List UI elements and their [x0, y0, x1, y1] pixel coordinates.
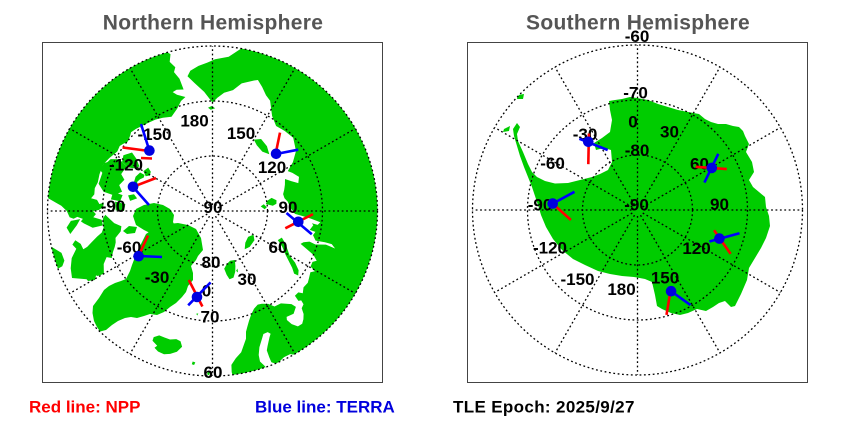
- svg-text:60: 60: [269, 238, 288, 257]
- svg-text:-90: -90: [528, 196, 553, 215]
- svg-text:-90: -90: [624, 196, 649, 215]
- svg-text:-90: -90: [101, 197, 126, 216]
- svg-text:30: 30: [238, 270, 257, 289]
- svg-text:-120: -120: [109, 156, 143, 175]
- svg-text:Blue line: TERRA: Blue line: TERRA: [255, 398, 395, 417]
- svg-text:150: 150: [651, 269, 679, 288]
- svg-text:-60: -60: [625, 27, 650, 46]
- svg-text:Northern Hemisphere: Northern Hemisphere: [103, 12, 323, 35]
- svg-text:Southern Hemisphere: Southern Hemisphere: [526, 12, 750, 35]
- svg-text:90: 90: [279, 198, 298, 217]
- svg-text:-80: -80: [625, 141, 650, 160]
- svg-text:180: 180: [607, 280, 635, 299]
- svg-text:120: 120: [682, 239, 710, 258]
- svg-text:-120: -120: [533, 239, 567, 258]
- svg-text:0: 0: [628, 113, 637, 132]
- svg-text:30: 30: [660, 123, 679, 142]
- svg-text:60: 60: [204, 363, 223, 382]
- svg-text:TLE Epoch: 2025/9/27: TLE Epoch: 2025/9/27: [453, 398, 635, 417]
- svg-text:80: 80: [202, 253, 221, 272]
- svg-text:90: 90: [204, 198, 223, 217]
- svg-text:150: 150: [227, 124, 255, 143]
- svg-text:0: 0: [202, 282, 211, 301]
- svg-text:-30: -30: [145, 268, 170, 287]
- svg-text:180: 180: [180, 112, 208, 131]
- svg-text:120: 120: [258, 158, 286, 177]
- svg-text:-150: -150: [560, 270, 594, 289]
- svg-text:-60: -60: [540, 154, 565, 173]
- svg-text:90: 90: [710, 195, 729, 214]
- svg-text:70: 70: [201, 308, 220, 327]
- svg-text:60: 60: [690, 155, 709, 174]
- svg-text:Red line: NPP: Red line: NPP: [29, 398, 140, 417]
- svg-text:-70: -70: [623, 84, 648, 103]
